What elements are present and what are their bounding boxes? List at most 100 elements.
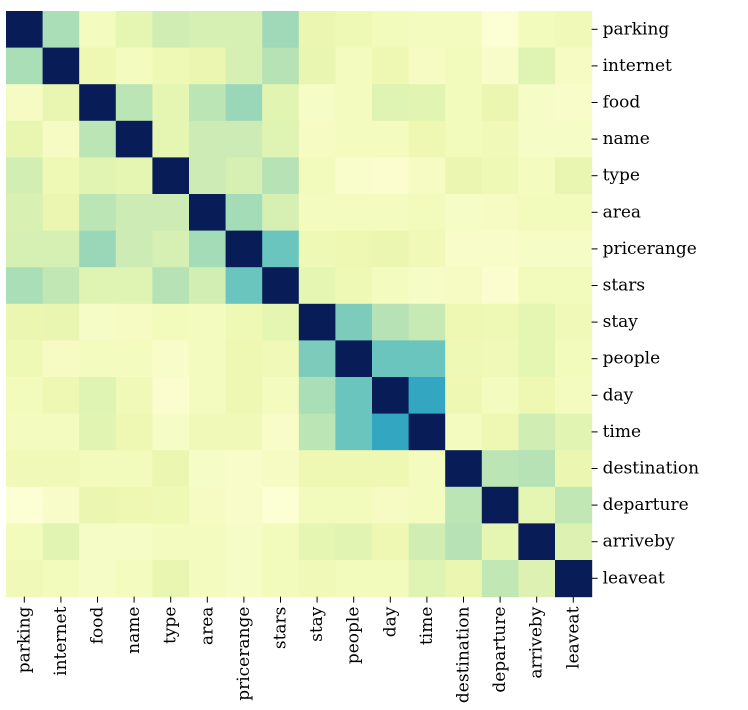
heatmap-cell-arriveby-day (372, 523, 410, 561)
heatmap-cell-stars-arriveby (518, 267, 556, 305)
x-tick-label-internet: internet (51, 606, 71, 675)
heatmap-cell-food-stars (262, 84, 300, 122)
heatmap-cell-internet-name (115, 47, 153, 85)
heatmap-cell-name-pricerange (225, 120, 263, 158)
heatmap-cell-arriveby-stars (262, 523, 300, 561)
heatmap-cell-people-stay (298, 340, 336, 378)
heatmap-cell-area-name (115, 194, 153, 232)
heatmap-cell-food-name (115, 84, 153, 122)
heatmap-cell-arriveby-parking (6, 523, 44, 561)
heatmap-cell-name-leaveat (555, 120, 593, 158)
heatmap-cell-parking-type (152, 11, 190, 49)
heatmap-cell-arriveby-internet (42, 523, 80, 561)
y-tick-label-type: type (603, 166, 640, 186)
heatmap-cell-area-leaveat (555, 194, 593, 232)
heatmap-cell-food-arriveby (518, 84, 556, 122)
heatmap-cell-stars-name (115, 267, 153, 305)
heatmap-cell-parking-departure (481, 11, 519, 49)
heatmap-cell-food-parking (6, 84, 44, 122)
heatmap-cell-departure-time (408, 486, 446, 524)
y-tick-label-people: people (603, 349, 661, 369)
heatmap-cell-time-type (152, 413, 190, 451)
x-tick-label-stars: stars (271, 607, 291, 650)
heatmap-cell-internet-people (335, 47, 373, 85)
heatmap-cell-internet-time (408, 47, 446, 85)
heatmap-cell-destination-internet (42, 450, 80, 488)
heatmap-cell-time-time (408, 413, 446, 451)
heatmap-cell-departure-pricerange (225, 486, 263, 524)
heatmap-cell-type-type (152, 157, 190, 195)
x-tick-label-name: name (124, 607, 144, 654)
heatmap-cell-parking-stars (262, 11, 300, 49)
y-tick-label-time: time (603, 422, 641, 442)
heatmap-cell-departure-name (115, 486, 153, 524)
heatmap-cell-type-arriveby (518, 157, 556, 195)
heatmap-cell-destination-name (115, 450, 153, 488)
heatmap-cell-type-people (335, 157, 373, 195)
heatmap-cell-destination-stay (298, 450, 336, 488)
heatmap-cell-pricerange-stars (262, 230, 300, 268)
x-tick-label-departure: departure (490, 607, 510, 693)
heatmap-cell-internet-type (152, 47, 190, 85)
heatmap-cell-leaveat-type (152, 560, 190, 598)
heatmap-cell-internet-stay (298, 47, 336, 85)
heatmap-cell-stay-people (335, 303, 373, 341)
x-tick-label-destination: destination (454, 607, 474, 704)
heatmap-cell-area-type (152, 194, 190, 232)
heatmap-cell-internet-leaveat (555, 47, 593, 85)
x-tick-label-pricerange: pricerange (234, 607, 254, 701)
heatmap-cell-leaveat-food (79, 560, 117, 598)
heatmap-cell-departure-people (335, 486, 373, 524)
heatmap-cell-area-day (372, 194, 410, 232)
heatmap-cell-destination-stars (262, 450, 300, 488)
heatmap-cell-type-destination (445, 157, 483, 195)
heatmap-cell-stars-day (372, 267, 410, 305)
x-tick-label-type: type (161, 607, 181, 644)
y-tick-label-internet: internet (603, 56, 672, 76)
heatmap-cell-time-food (79, 413, 117, 451)
heatmap-cell-pricerange-internet (42, 230, 80, 268)
heatmap-cell-stay-destination (445, 303, 483, 341)
heatmap-cell-name-area (189, 120, 227, 158)
heatmap-cell-people-name (115, 340, 153, 378)
heatmap-cell-stay-departure (481, 303, 519, 341)
heatmap-cell-arriveby-arriveby (518, 523, 556, 561)
heatmap-cell-parking-pricerange (225, 11, 263, 49)
heatmap-cell-people-food (79, 340, 117, 378)
heatmap-cell-name-type (152, 120, 190, 158)
heatmap-cell-departure-leaveat (555, 486, 593, 524)
heatmap-cell-pricerange-name (115, 230, 153, 268)
heatmap-cell-stay-stars (262, 303, 300, 341)
heatmap-cell-internet-food (79, 47, 117, 85)
heatmap-cell-pricerange-food (79, 230, 117, 268)
heatmap-cell-people-area (189, 340, 227, 378)
heatmap-cell-name-day (372, 120, 410, 158)
heatmap-cell-departure-type (152, 486, 190, 524)
heatmap-cell-area-internet (42, 194, 80, 232)
heatmap-cell-pricerange-people (335, 230, 373, 268)
heatmap-cell-people-parking (6, 340, 44, 378)
heatmap-cell-type-food (79, 157, 117, 195)
x-axis-labels: parking internet food name type area pricerang… (14, 596, 583, 704)
heatmap-cell-arriveby-destination (445, 523, 483, 561)
heatmap-cell-parking-food (79, 11, 117, 49)
heatmap-cell-area-area (189, 194, 227, 232)
y-tick-label-day: day (603, 385, 634, 405)
heatmap-cell-pricerange-arriveby (518, 230, 556, 268)
heatmap-cell-arriveby-food (79, 523, 117, 561)
heatmap-cell-time-destination (445, 413, 483, 451)
heatmap-cell-name-arriveby (518, 120, 556, 158)
heatmap-cell-pricerange-type (152, 230, 190, 268)
heatmap-cell-leaveat-departure (481, 560, 519, 598)
y-tick-label-stars: stars (603, 276, 646, 296)
heatmap-cells (6, 11, 593, 598)
heatmap-cell-type-time (408, 157, 446, 195)
heatmap-cell-people-type (152, 340, 190, 378)
heatmap-cell-area-parking (6, 194, 44, 232)
heatmap-cell-area-people (335, 194, 373, 232)
heatmap-cell-day-time (408, 377, 446, 415)
heatmap-cell-area-stars (262, 194, 300, 232)
heatmap-cell-stay-internet (42, 303, 80, 341)
heatmap-cell-pricerange-pricerange (225, 230, 263, 268)
y-tick-label-stay: stay (603, 312, 639, 332)
